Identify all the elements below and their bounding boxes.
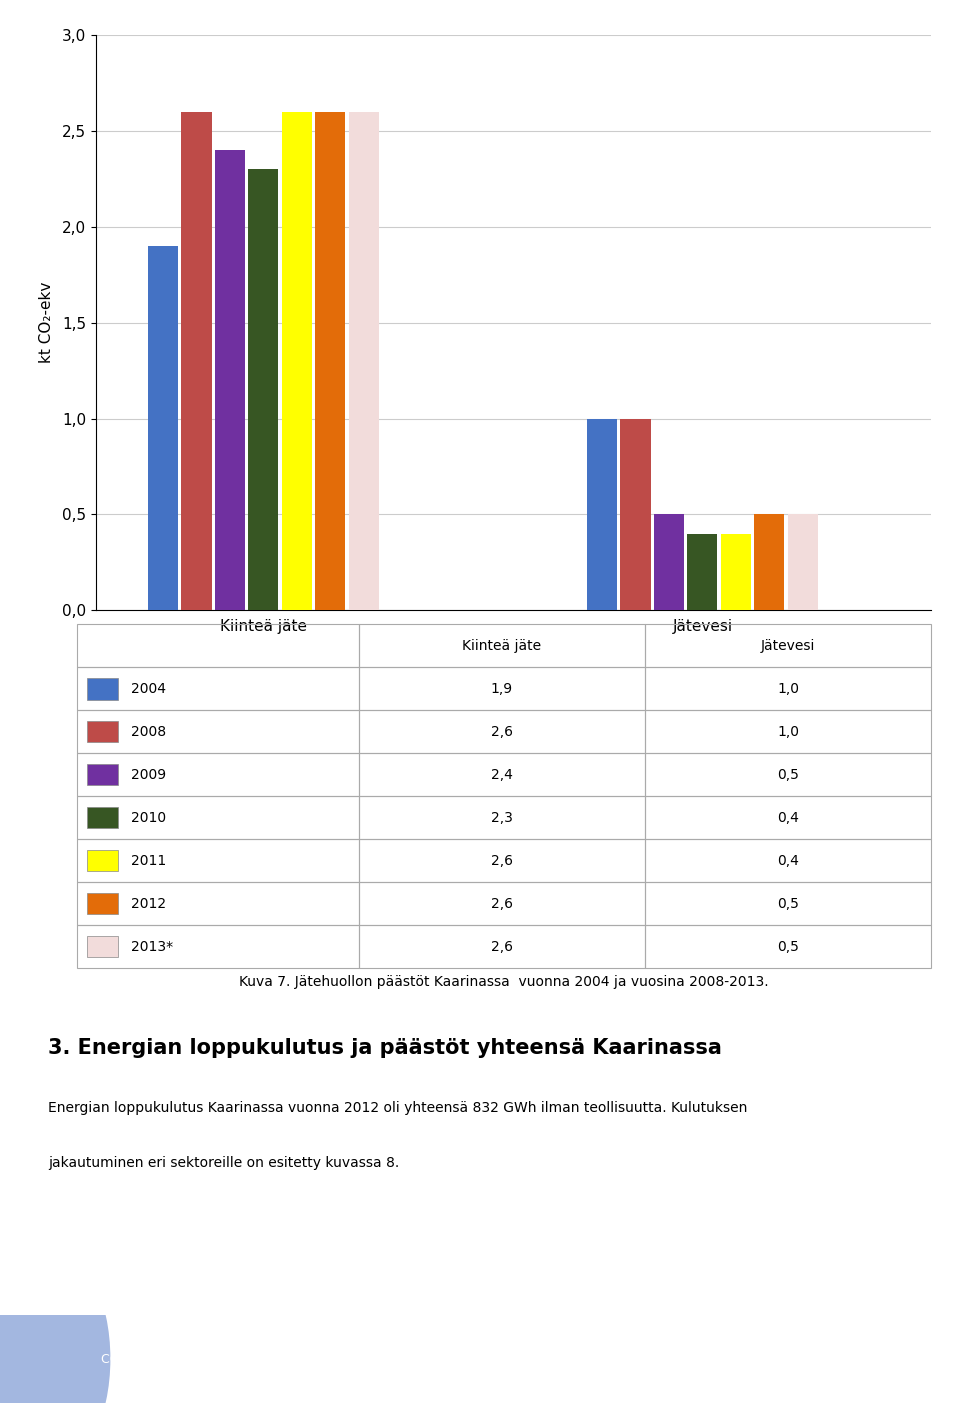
Text: 0,5: 0,5	[778, 897, 799, 911]
Text: 0,4: 0,4	[778, 811, 799, 825]
Bar	[359, 925, 645, 968]
Text: 2009: 2009	[131, 767, 166, 781]
Bar	[359, 668, 645, 710]
Bar	[215, 150, 245, 610]
Bar	[359, 710, 645, 753]
Text: Jätevesi: Jätevesi	[761, 638, 815, 652]
Text: 0,5: 0,5	[778, 767, 799, 781]
Bar	[645, 882, 931, 925]
Bar	[755, 515, 784, 610]
Text: 2010: 2010	[131, 811, 166, 825]
Text: 3. Energian loppukulutus ja päästöt yhteensä Kaarinassa: 3. Energian loppukulutus ja päästöt yhte…	[48, 1038, 722, 1058]
Text: 2004: 2004	[131, 682, 166, 696]
Bar	[77, 668, 359, 710]
Bar	[359, 624, 645, 668]
Bar	[87, 936, 118, 957]
Bar	[359, 882, 645, 925]
Bar	[645, 624, 931, 668]
Bar	[654, 515, 684, 610]
Text: 2,3: 2,3	[491, 811, 513, 825]
Text: 20: 20	[898, 1345, 936, 1372]
Bar	[359, 796, 645, 839]
Bar	[87, 678, 118, 700]
Bar	[148, 246, 178, 610]
Bar	[645, 925, 931, 968]
Bar	[87, 721, 118, 742]
Bar	[77, 839, 359, 882]
Text: 2,6: 2,6	[491, 725, 513, 739]
Text: 1,9: 1,9	[491, 682, 513, 696]
Bar	[687, 533, 717, 610]
Bar	[315, 112, 346, 610]
Bar	[77, 796, 359, 839]
Bar	[645, 710, 931, 753]
Bar	[87, 850, 118, 871]
Text: 2013*: 2013*	[131, 940, 173, 954]
Bar	[282, 112, 312, 610]
Bar	[645, 796, 931, 839]
Text: 2012: 2012	[131, 897, 166, 911]
Bar	[645, 839, 931, 882]
Ellipse shape	[0, 1249, 110, 1403]
Text: 2,6: 2,6	[491, 940, 513, 954]
Bar	[181, 112, 211, 610]
Text: 2008: 2008	[131, 725, 166, 739]
Bar	[645, 668, 931, 710]
Bar	[721, 533, 751, 610]
Text: 2011: 2011	[131, 853, 166, 867]
Bar	[788, 515, 818, 610]
Bar	[359, 839, 645, 882]
Bar	[359, 753, 645, 796]
Text: jakautuminen eri sektoreille on esitetty kuvassa 8.: jakautuminen eri sektoreille on esitetty…	[48, 1156, 399, 1170]
Text: 2,6: 2,6	[491, 853, 513, 867]
Bar	[620, 418, 651, 610]
Text: Kiinteä jäte: Kiinteä jäte	[463, 638, 541, 652]
Bar	[77, 624, 359, 668]
Y-axis label: kt CO₂-ekv: kt CO₂-ekv	[38, 282, 54, 363]
Bar	[87, 765, 118, 786]
Bar	[645, 753, 931, 796]
Text: CO2-RAPORTTI  |  BENVIROC OY 2014: CO2-RAPORTTI | BENVIROC OY 2014	[101, 1352, 335, 1365]
Bar	[77, 925, 359, 968]
Text: Energian loppukulutus Kaarinassa vuonna 2012 oli yhteensä 832 GWh ilman teollisu: Energian loppukulutus Kaarinassa vuonna …	[48, 1101, 748, 1115]
Text: 0,5: 0,5	[778, 940, 799, 954]
Bar	[87, 892, 118, 915]
Bar	[77, 882, 359, 925]
Text: Kuva 7. Jätehuollon päästöt Kaarinassa  vuonna 2004 ja vuosina 2008-2013.: Kuva 7. Jätehuollon päästöt Kaarinassa v…	[239, 975, 769, 989]
Bar	[348, 112, 379, 610]
Text: 2,6: 2,6	[491, 897, 513, 911]
Bar	[77, 710, 359, 753]
Text: 2,4: 2,4	[491, 767, 513, 781]
Bar	[87, 807, 118, 828]
Bar	[77, 753, 359, 796]
Text: 0,4: 0,4	[778, 853, 799, 867]
Bar	[249, 170, 278, 610]
Text: 1,0: 1,0	[777, 682, 799, 696]
Bar	[587, 418, 617, 610]
Text: 1,0: 1,0	[777, 725, 799, 739]
